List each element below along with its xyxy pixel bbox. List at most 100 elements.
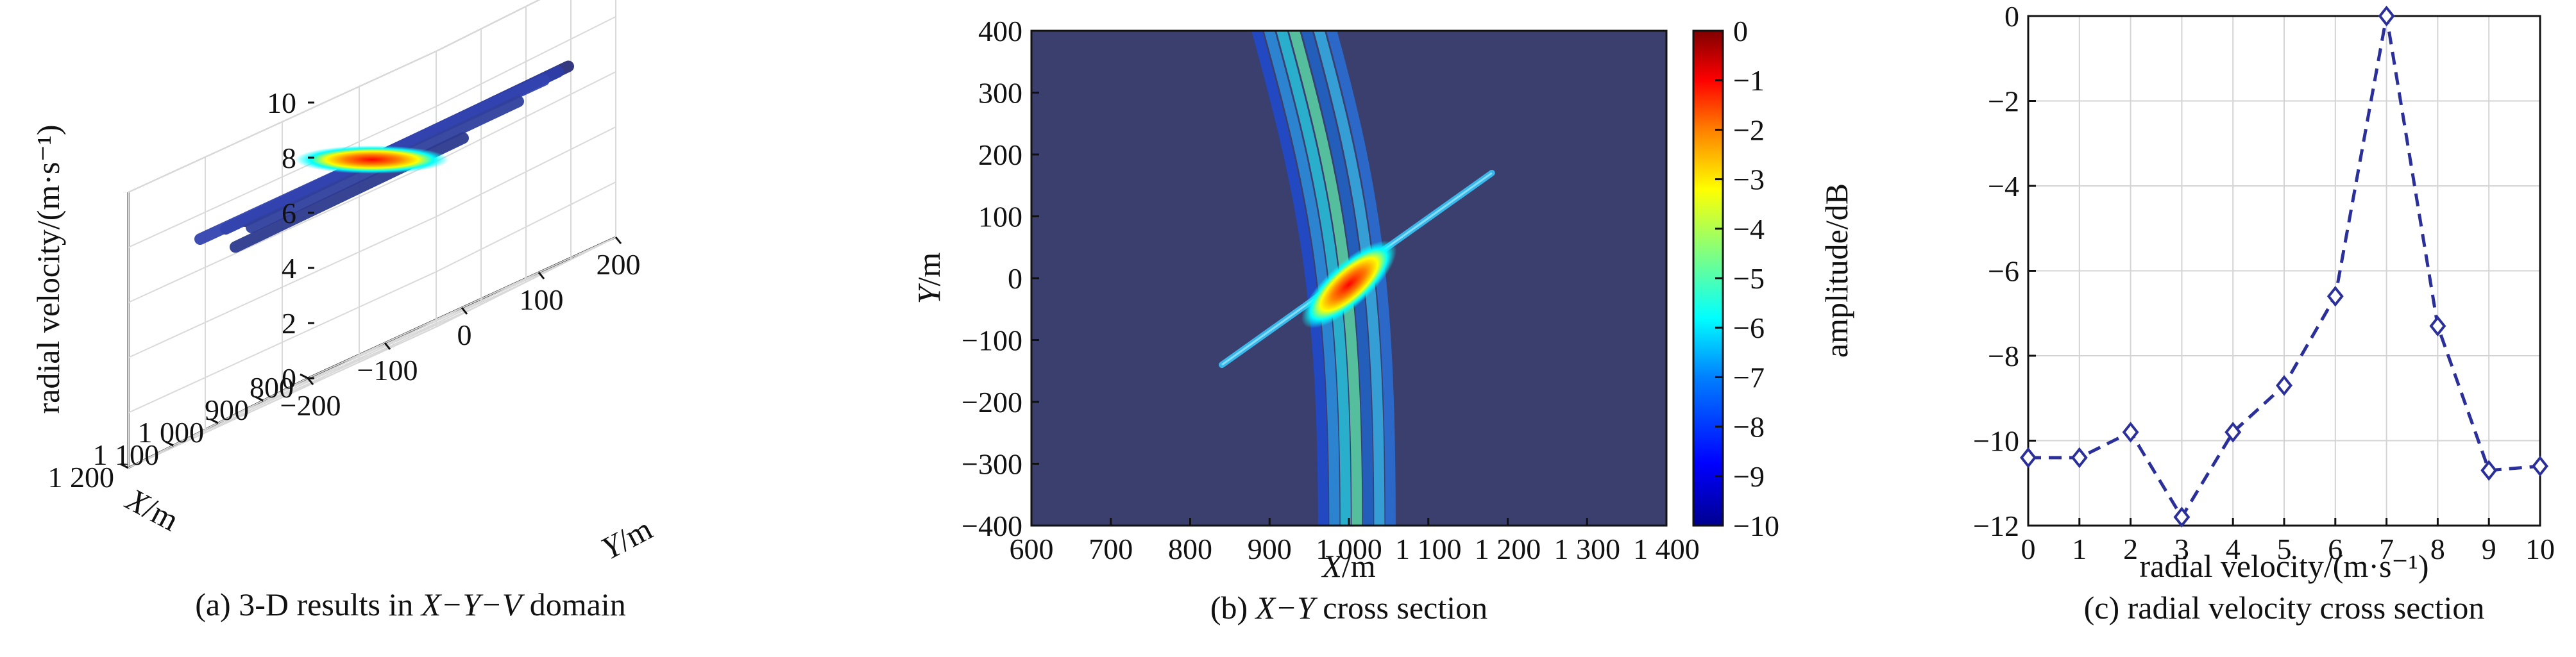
y-tick-label: −200 [962,386,1022,419]
panel-b-y-axis-label: Y/m [911,253,947,304]
y-tick-label: −10 [1973,425,2019,458]
panel-c-caption: (c) radial velocity cross section [2084,590,2485,626]
z-tick-label: 10 [267,87,296,119]
x-tick-label: 7 [2379,533,2394,565]
panel-c-line-chart: 0 1 2 3 4 5 6 7 8 9 10 0 −2 −4 −6 −8 −10 −12 radial veloc… [1818,0,2555,626]
x-tick [255,395,264,402]
x-tick-label: 800 [1168,533,1212,565]
panel-c-markers [2020,5,2548,528]
band-stripe-0 [1251,31,1328,526]
y-tick-label: 100 [520,283,564,316]
colorbar-tick-label: −10 [1733,510,1779,542]
x-tick [165,440,174,447]
band-stripe-1 [1264,31,1340,526]
grid-line [128,326,437,469]
colorbar-tick-label: −7 [1733,361,1765,394]
y-tick-label: −4 [1988,170,2019,203]
panel-b-heatmap: 600 700 800 900 1 000 1 100 1 200 1 300 1 400 400… [911,15,1779,626]
x-tick-label: 1 300 [1554,533,1621,565]
data-point-5 [2276,375,2292,396]
y-tick-label: 300 [978,77,1022,110]
panel-b-caption: (b) X−Y cross section [1210,590,1487,626]
panel-c-x-axis-label: radial velocity/(m·s⁻¹) [2140,548,2429,584]
x-tick-label: 1 100 [93,438,160,471]
data-point-2 [2122,422,2139,443]
data-point-6 [2326,286,2344,307]
y-tick-label: 400 [978,15,1022,47]
colorbar-tick-label: 0 [1733,15,1748,47]
panel-a-tracks [194,60,574,253]
x-tick-label: 900 [205,394,249,426]
grid-line [436,126,616,217]
grid-line [173,304,482,446]
grid-line [128,271,437,413]
y-tick-label: −100 [357,354,418,387]
y-tick-label: −100 [962,324,1022,357]
y-tick [307,378,314,385]
band-stripe-2 [1276,31,1351,526]
grid-line [128,161,437,303]
grid-line [128,51,437,193]
data-point-0 [2020,447,2037,469]
colorbar-tick-label: −1 [1733,64,1765,97]
x-tick-label: 4 [2226,533,2241,565]
colorbar-tick-label: −2 [1733,113,1765,146]
grid-line [359,272,539,363]
z-tick-label: 8 [282,142,296,174]
x-tick-label: 1 100 [1395,533,1462,565]
x-tick-label: 1 000 [1316,533,1382,565]
panel-b-colorbar-ticks: 0 −1 −2 −3 −4 −5 −6 −7 −8 −9 −10 [1715,15,1779,542]
colorbar-tick-label: −9 [1733,460,1765,493]
x-tick-label: 10 [2525,533,2555,565]
y-tick [384,342,391,350]
grid-line [128,106,437,248]
colorbar-tick-label: −5 [1733,262,1765,295]
grid-line [436,0,541,52]
z-tick-label: 6 [282,197,296,229]
panel-a-grid [128,0,616,469]
y-tick-label: 0 [1008,262,1022,295]
x-tick-label: 6 [2328,533,2343,565]
peak-marker [295,146,449,174]
x-tick-label: 800 [250,371,294,404]
y-tick-label: 0 [457,319,472,351]
colorbar-tick-label: −4 [1733,213,1765,245]
grid-line [436,16,616,107]
x-tick-label: 900 [1248,533,1292,565]
y-tick-label: 200 [978,138,1022,171]
x-tick-label: 2 [2123,533,2138,565]
x-tick-label: 3 [2174,533,2189,565]
y-tick-label: −200 [280,389,341,422]
panel-a-z-axis-label: radial velocity/(m·s⁻¹) [30,125,66,414]
x-tick-label: 0 [2021,533,2036,565]
y-tick-label: 200 [597,248,641,281]
x-tick-label: 5 [2277,533,2292,565]
z-tick-label: 0 [282,362,296,395]
y-tick-label: −8 [1988,340,2019,372]
y-tick-label: −12 [1973,510,2019,542]
x-tick [300,373,309,379]
z-tick-label: 2 [282,307,296,340]
z-tick-label: 4 [282,252,296,285]
colorbar-tick-label: −8 [1733,411,1765,444]
y-tick [538,272,545,279]
x-tick-label: 700 [1089,533,1133,565]
panel-b-ticks: 600 700 800 900 1 000 1 100 1 200 1 300 1 400 400… [962,15,1700,565]
y-tick-label: −300 [962,448,1022,481]
y-tick-label: −2 [1988,85,2019,118]
y-tick-label: −400 [962,510,1022,542]
x-tick [210,418,219,424]
grid-line [128,216,437,358]
data-point-7 [2378,5,2395,27]
data-point-4 [2224,422,2242,443]
grid-line [436,181,616,272]
panel-c-ticks: 0 1 2 3 4 5 6 7 8 9 10 0 −2 −4 −6 −8 −10 −12 [1973,0,2555,565]
y-tick-label: 0 [2004,0,2019,33]
y-tick-label: 100 [978,201,1022,233]
colorbar-tick-label: −3 [1733,163,1765,196]
x-tick-label: 1 400 [1633,533,1700,565]
y-tick [461,307,468,315]
